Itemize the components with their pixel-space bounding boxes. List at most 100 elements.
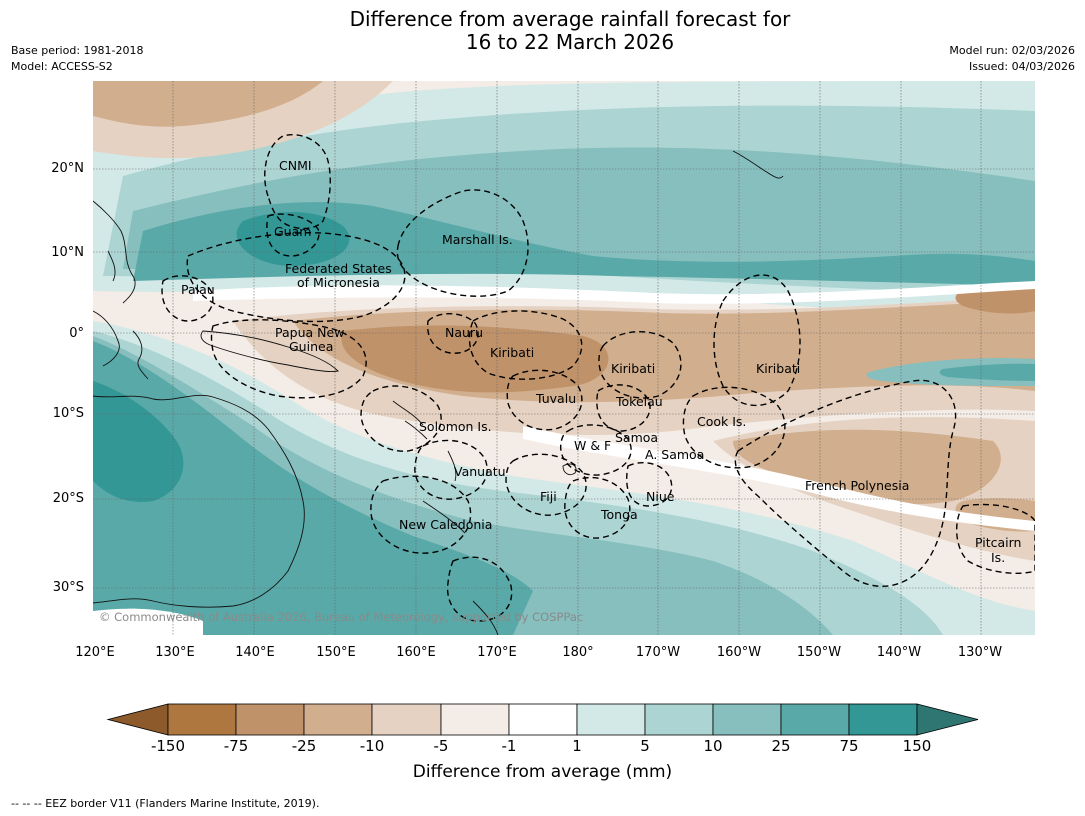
- eez-palau: [161, 275, 214, 322]
- colorbar-tick-m5: -5: [433, 737, 449, 755]
- colorbar-tick-75: 75: [839, 737, 859, 755]
- eez-vanuatu: [414, 439, 488, 500]
- neutral-band-north: [193, 281, 1035, 304]
- label-palau: Palau: [181, 282, 215, 297]
- lon-tick-170w: 170°W: [635, 645, 681, 660]
- label-new-caledonia: New Caledonia: [399, 517, 492, 532]
- colorbar-tick-25: 25: [771, 737, 791, 755]
- coast-solomons: [392, 400, 428, 440]
- colorbar-tick-m150: -150: [150, 737, 186, 755]
- label-fsm-line2: of Micronesia: [297, 275, 380, 290]
- coast-new-zealand: [472, 600, 499, 635]
- colorbar-bin-9: [712, 703, 782, 736]
- sw-teal-25: [93, 341, 533, 635]
- meta-left: Base period: 1981-2018 Model: ACCESS-S2: [11, 43, 143, 75]
- label-guam: Guam: [274, 224, 311, 239]
- lon-tick-150w: 150°W: [796, 645, 842, 660]
- colorbar-tick-m10: -10: [359, 737, 385, 755]
- eq-brown-25-east: [955, 286, 1035, 314]
- north-teal-75: [236, 211, 350, 266]
- label-png-line1: Papua New: [275, 325, 344, 340]
- sw-teal-75: [93, 381, 184, 502]
- lon-tick-160w: 160°W: [716, 645, 762, 660]
- colorbar-tick-150: 150: [902, 737, 932, 755]
- colorbar-bin-3: [303, 703, 373, 736]
- label-pitcairn-line1: Pitcairn: [975, 535, 1021, 550]
- model-run: Model run: 02/03/2026: [949, 44, 1075, 57]
- model-name: Model: ACCESS-S2: [11, 60, 113, 73]
- lon-tick-130e: 130°E: [155, 645, 195, 660]
- nw-brown-10: [93, 81, 323, 127]
- issued-date: Issued: 04/03/2026: [968, 60, 1075, 73]
- lat-tick-10s: 10°S: [52, 406, 84, 421]
- map-title-line2: 16 to 22 March 2026: [465, 30, 675, 54]
- meta-right: Model run: 02/03/2026 Issued: 04/03/2026: [949, 43, 1075, 75]
- map-title-line1: Difference from average rainfall forecas…: [349, 7, 791, 31]
- label-pitcairn-line2: Is.: [991, 550, 1005, 565]
- lat-tick-10n: 10°N: [51, 245, 84, 260]
- label-tuvalu: Tuvalu: [535, 391, 576, 406]
- neutral-patch-nz: [93, 608, 203, 635]
- coast-vanuatu-nc: [422, 450, 466, 534]
- colorbar-bin-1: [167, 703, 237, 736]
- eez-niue: [626, 462, 673, 507]
- colorbar-bin-11: [848, 703, 918, 736]
- eez-cnmi: [264, 134, 331, 230]
- label-samoa: Samoa: [615, 430, 658, 445]
- base-period: Base period: 1981-2018: [11, 44, 144, 57]
- lon-tick-140w: 140°W: [876, 645, 922, 660]
- colorbar-bin-8: [644, 703, 714, 736]
- colorbar-bin-5: [440, 703, 510, 736]
- east-teal-25: [939, 363, 1035, 381]
- coast-fiji: [562, 463, 577, 476]
- eez-footnote: -- -- -- EEZ border V11 (Flanders Marine…: [11, 797, 320, 810]
- eez-nz-kermadec: [446, 556, 513, 622]
- region-labels: CNMI Guam Marshall Is. Federated States …: [181, 158, 1021, 565]
- label-kiribati-central: Kiribati: [611, 361, 655, 376]
- colorbar-arrow-left: [106, 703, 169, 736]
- label-solomon-islands: Solomon Is.: [419, 419, 492, 434]
- colorbar-tick-5: 5: [640, 737, 650, 755]
- map-title: Difference from average rainfall forecas…: [0, 8, 1085, 54]
- eez-fsm: [186, 232, 406, 323]
- eez-tonga: [564, 476, 631, 539]
- lon-tick-170e: 170°E: [477, 645, 517, 660]
- eq-brown-25: [341, 325, 609, 393]
- eez-png: [210, 319, 367, 399]
- colorbar-tick-m75: -75: [223, 737, 249, 755]
- lat-tick-20s: 20°S: [52, 491, 84, 506]
- eez-french-polynesia: [734, 379, 957, 587]
- lon-tick-140e: 140°E: [235, 645, 275, 660]
- label-wallis-futuna: W & F: [574, 438, 611, 453]
- colorbar-title: Difference from average (mm): [412, 762, 673, 782]
- eez-wf-samoa: [560, 424, 632, 476]
- label-kiribati-east: Kiribati: [756, 361, 800, 376]
- label-american-samoa: A. Samoa: [645, 447, 704, 462]
- lon-tick-160e: 160°E: [396, 645, 436, 660]
- label-marshall-islands: Marshall Is.: [442, 232, 513, 247]
- lat-tick-20n: 20°N: [51, 161, 84, 176]
- colorbar-tick-1: 1: [572, 737, 582, 755]
- north-teal-25: [133, 202, 1035, 286]
- colorbar-bin-4: [371, 703, 442, 736]
- lon-tick-150e: 150°E: [316, 645, 356, 660]
- colorbar-arrow-right: [916, 703, 979, 736]
- eez-new-caledonia: [370, 475, 472, 554]
- coast-philippines: [93, 200, 136, 304]
- anomaly-shading: CNMI Guam Marshall Is. Federated States …: [93, 81, 1035, 635]
- colorbar-tick-10: 10: [703, 737, 723, 755]
- rainfall-anomaly-map: CNMI Guam Marshall Is. Federated States …: [93, 81, 1035, 635]
- lat-tick-0: 0°: [69, 326, 84, 341]
- lon-tick-130w: 130°W: [957, 645, 1003, 660]
- label-vanuatu: Vanuatu: [454, 464, 506, 479]
- label-cook-islands: Cook Is.: [697, 414, 746, 429]
- eez-kiribati-c: [598, 331, 682, 399]
- colorbar-bin-6: [508, 703, 578, 736]
- eez-kiribati-w: [468, 310, 583, 380]
- label-fsm-line1: Federated States: [285, 261, 392, 276]
- eez-marshall: [396, 189, 529, 297]
- colorbar-tick-m25: -25: [291, 737, 317, 755]
- neutral-band-south: [523, 426, 1035, 531]
- label-tonga: Tonga: [600, 507, 638, 522]
- colorbar: [106, 703, 979, 736]
